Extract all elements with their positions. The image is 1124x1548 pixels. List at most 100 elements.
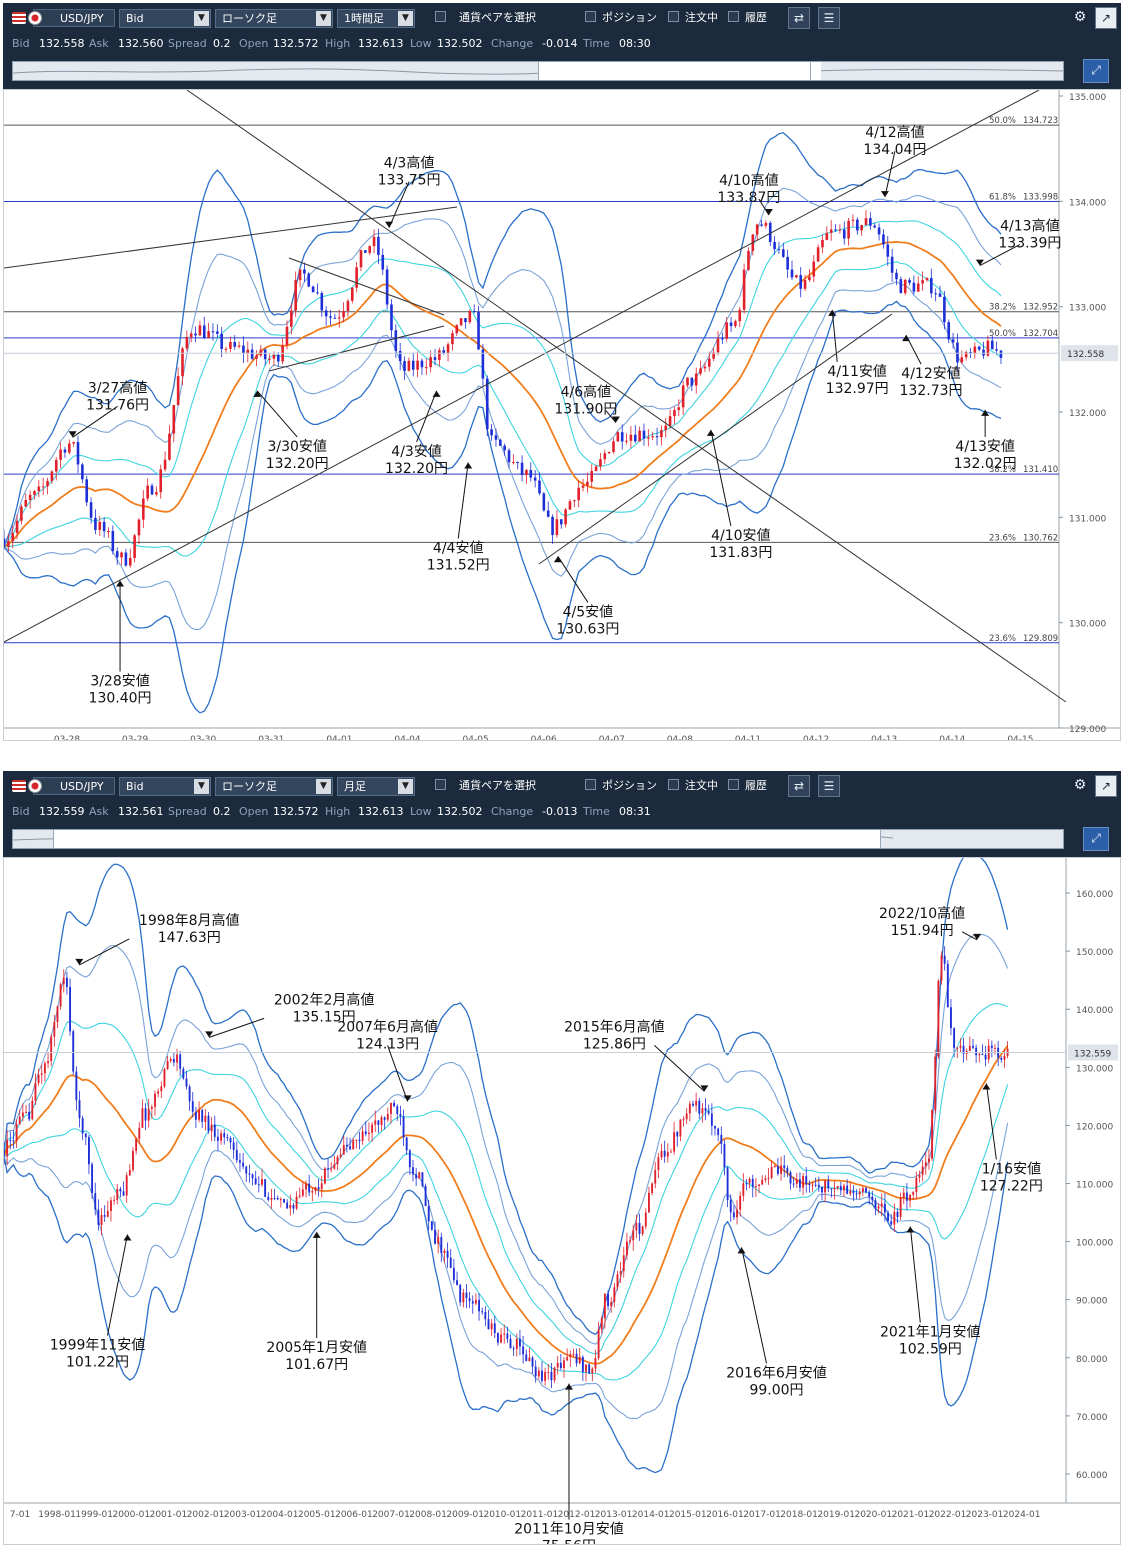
candle-body (89, 502, 93, 518)
chart-plot-area[interactable]: 135.000 134.000 133.000 132.000 131.000 130.0… (2, 89, 1121, 745)
pair-select-checkbox[interactable] (435, 779, 446, 790)
candle-body (748, 1178, 751, 1184)
symbol-selector[interactable]: USD/JPY (12, 9, 115, 27)
chevron-down-icon[interactable]: ▼ (316, 779, 331, 794)
annotation-arrowhead (253, 390, 262, 397)
candle-body (503, 445, 506, 451)
candle-body (660, 430, 663, 438)
annotation-label: 4/3高値 (384, 155, 435, 172)
candle-body (257, 1184, 260, 1186)
navigator-right-handle[interactable] (810, 62, 821, 80)
chart-list-icon[interactable]: ☰ (818, 7, 840, 29)
chevron-down-icon[interactable]: ▼ (398, 11, 413, 26)
chart-type-select[interactable]: ローソク足 ▼ (215, 9, 333, 28)
navigator-window[interactable] (538, 62, 812, 80)
candle-body (245, 1166, 248, 1174)
annotation-value: 131.52円 (427, 558, 490, 574)
candle-body (464, 318, 467, 323)
chevron-down-icon[interactable]: ▼ (398, 779, 413, 794)
gear-icon[interactable]: ⚙ (1073, 9, 1087, 25)
annotation-label: 4/4安値 (433, 541, 484, 557)
candle-body (916, 283, 920, 292)
annotation-label: 4/6高値 (561, 384, 612, 401)
candle-body (50, 471, 54, 481)
chevron-down-icon[interactable]: ▼ (316, 11, 331, 26)
candle-body (106, 1211, 109, 1217)
price-axis-area (1059, 90, 1120, 740)
candle-body (124, 552, 128, 566)
annotation-value: 131.90円 (554, 402, 617, 418)
price-tick-label: 131.000 (1069, 514, 1106, 524)
price-tick-label: 120.000 (1076, 1122, 1113, 1132)
quote-bar: Bid 132.558 Ask 132.560 Spread 0.2 Open … (3, 33, 1121, 55)
candle-body (115, 551, 119, 558)
gear-icon[interactable]: ⚙ (1073, 777, 1087, 793)
candle-body (512, 1348, 515, 1350)
price-type-select[interactable]: Bid ▼ (119, 777, 211, 796)
candle-body (490, 429, 493, 436)
orders-checkbox[interactable] (668, 779, 679, 790)
time-tick-label: 2017-01 (743, 1510, 781, 1520)
chart-panel-hourly: USD/JPY Bid ▼ ローソク足 ▼ 1時間足 ▼ 通貨ペアを選択 ポジション … (2, 3, 1121, 745)
popout-icon[interactable]: ↗ (1095, 775, 1117, 797)
chart-list-icon[interactable]: ☰ (818, 775, 840, 797)
fibonacci-price-label: 132.704 (1023, 329, 1058, 339)
expand-icon[interactable]: ⤢ (1083, 59, 1109, 83)
annotation-arrowhead (700, 1085, 709, 1092)
candle-body (168, 433, 171, 460)
chevron-down-icon[interactable]: ▼ (194, 779, 209, 794)
chart-type-select[interactable]: ローソク足 ▼ (215, 777, 333, 796)
fibonacci-level-label: 23.6% (989, 533, 1016, 543)
candle-body (11, 533, 15, 542)
candle-body (559, 519, 563, 525)
candle-body (525, 1354, 528, 1362)
candle-body (982, 349, 985, 356)
time-tick-label: 2010-01 (483, 1510, 521, 1520)
chart-draw-icon[interactable]: ⇄ (788, 7, 810, 29)
candle-body (147, 1109, 150, 1121)
candle-body (359, 250, 363, 268)
time-tick-label: 2016-01 (706, 1510, 744, 1520)
chevron-down-icon[interactable]: ▼ (194, 11, 209, 26)
candle-body (18, 1116, 21, 1124)
history-checkbox[interactable] (728, 11, 739, 22)
chart-plot-area[interactable]: 160.000 150.000 140.000 130.000 120.000 110.0… (3, 850, 1121, 1548)
candle-body (577, 487, 580, 501)
candle-body (817, 1184, 820, 1188)
orders-checkbox[interactable] (668, 11, 679, 22)
candle-body (651, 436, 654, 438)
price-axis-area (1066, 858, 1120, 1544)
candle-body (903, 279, 907, 294)
candle-body (729, 322, 733, 327)
position-checkbox[interactable] (585, 779, 596, 790)
candle-body (279, 1199, 282, 1201)
candle-body (620, 432, 624, 442)
time-tick-label: 2018-01 (780, 1510, 818, 1520)
navigator-window[interactable] (53, 830, 881, 848)
timeframe-select[interactable]: 月足 ▼ (337, 777, 415, 796)
price-type-select[interactable]: Bid ▼ (119, 9, 211, 28)
current-price-tag (1068, 1044, 1118, 1061)
fibonacci-price-label: 133.998 (1023, 193, 1058, 203)
popout-icon[interactable]: ↗ (1095, 7, 1117, 29)
candle-body (385, 269, 389, 305)
candle-body (556, 1362, 559, 1368)
candle-body (676, 1132, 679, 1137)
chart-draw-icon[interactable]: ⇄ (788, 775, 810, 797)
pair-select-checkbox[interactable] (435, 11, 446, 22)
symbol-selector[interactable]: USD/JPY (12, 777, 115, 795)
candle-body (159, 469, 163, 493)
candle-body (707, 1111, 710, 1114)
candle-body (46, 480, 49, 487)
expand-icon[interactable]: ⤢ (1083, 827, 1109, 851)
navigator-track[interactable] (12, 61, 1064, 81)
candle-body (198, 1109, 200, 1120)
candle-body (573, 500, 576, 502)
annotation-arrowhead (564, 1383, 573, 1390)
fibonacci-price-label: 134.723 (1023, 116, 1058, 126)
position-checkbox[interactable] (585, 11, 596, 22)
annotation-arrowhead (973, 933, 982, 940)
history-checkbox[interactable] (728, 779, 739, 790)
timeframe-select[interactable]: 1時間足 ▼ (337, 9, 415, 28)
navigator-track[interactable] (12, 829, 1064, 849)
